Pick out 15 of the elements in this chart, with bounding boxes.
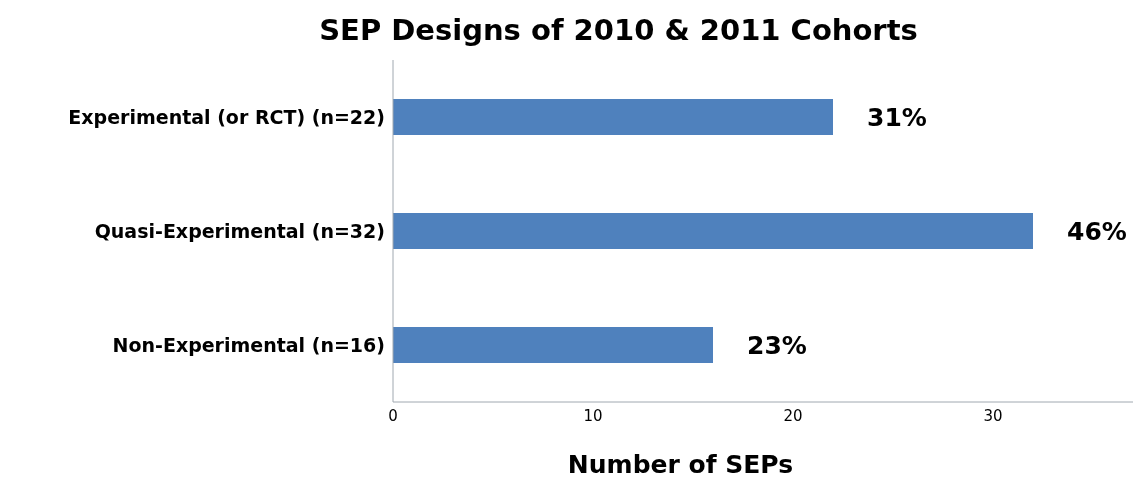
chart-title: SEP Designs of 2010 & 2011 Cohorts [318,12,919,49]
annotation: 31% [867,102,927,132]
bar [393,327,713,363]
bar [393,213,1033,249]
y-tick-label: Experimental (or RCT) (n=22) [68,105,385,128]
x-tick-label: 0 [388,406,398,425]
x-tick-label: 10 [583,406,603,425]
annotation: 23% [747,330,807,360]
y-tick-label: Non-Experimental (n=16) [112,333,385,356]
x-tick-label: 30 [983,406,1003,425]
x-tick-label: 20 [783,406,803,425]
bar [393,99,833,135]
x-axis-title: Number of SEPs [566,450,795,479]
annotation: 46% [1067,216,1127,246]
y-tick-label: Quasi-Experimental (n=32) [94,219,385,242]
